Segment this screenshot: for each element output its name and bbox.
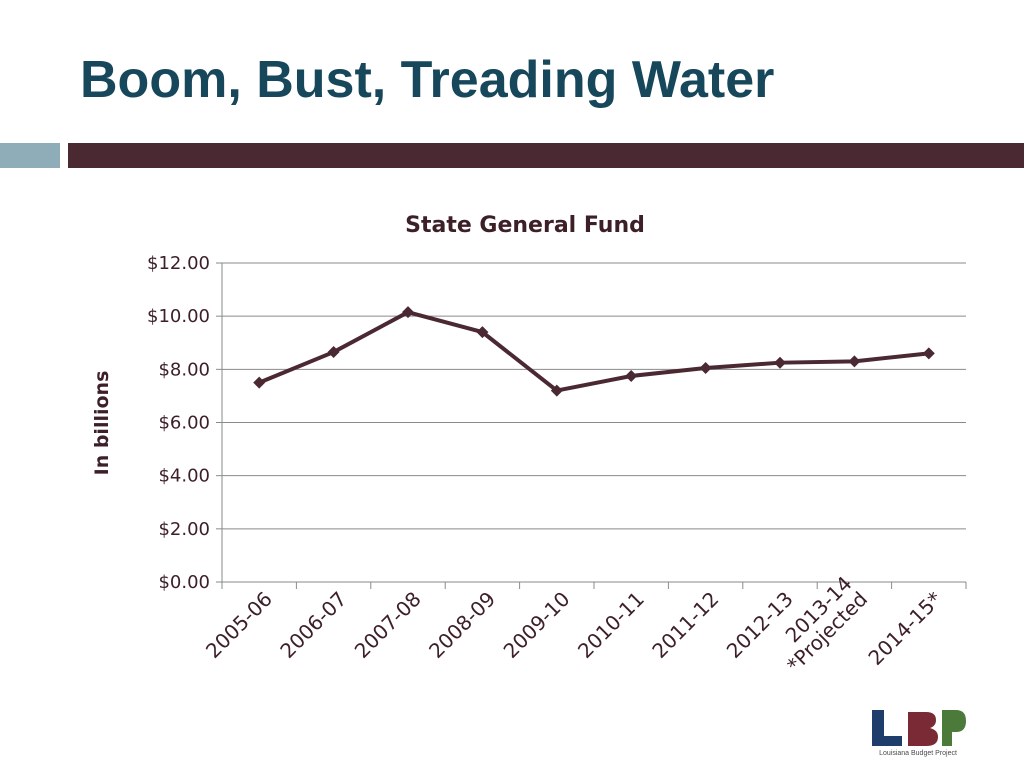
data-point [253,376,266,389]
x-tick-label: 2007-08 [350,587,426,663]
y-tick-label: $6.00 [158,413,210,434]
axes [221,263,967,589]
data-point [402,306,414,319]
lbp-logo: Louisiana Budget Project [868,706,968,760]
x-tick-label: 2006-07 [275,587,351,663]
x-tick-label-group: 2005-06 [201,587,277,663]
x-tick-labels: 2005-062006-072007-082008-092009-102010-… [201,571,947,677]
title-rule-accent [0,143,60,168]
data-point [476,326,489,339]
x-tick-label-group: 2008-09 [424,587,500,663]
y-axis-label: In billions [91,371,113,476]
louisiana-budget-project-logo-icon [872,710,966,746]
x-tick-label: 2010-11 [573,587,649,663]
data-point [699,362,712,375]
gridlines [216,262,966,583]
series-layer [253,306,935,397]
y-tick-label: $12.00 [147,253,210,274]
x-tick-label-group: 2006-07 [275,587,351,663]
data-point [327,346,340,359]
y-tick-label: $8.00 [158,359,210,380]
data-point [774,356,786,369]
x-tick-label-group: 2011-12 [647,587,723,663]
x-tick-label: 2011-12 [647,587,723,663]
chart-title: State General Fund [405,213,645,238]
slide-title: Boom, Bust, Treading Water [80,51,775,109]
x-tick-label: 2014-15* [863,587,946,670]
x-tick-label-group: 2009-10 [499,587,575,663]
x-tick-label-group: 2013-14*Projected [781,571,873,677]
series-line [258,310,930,393]
y-tick-labels: $0.00 $2.00 $4.00 $6.00 $8.00 $10.00 $12.00 [147,253,210,593]
y-tick-label: $0.00 [158,572,210,593]
x-tick-label-group: 2010-11 [573,587,649,663]
y-tick-label: $4.00 [158,466,210,487]
logo-caption: Louisiana Budget Project [879,750,957,757]
x-tick-label-group: 2014-15* [863,587,946,670]
x-tick-label: 2008-09 [424,587,500,663]
y-tick-label: $2.00 [158,519,210,540]
title-rule-bar [68,143,1024,168]
data-point [625,369,638,382]
data-point [922,347,935,360]
y-tick-label: $10.00 [147,306,210,327]
data-point [550,384,563,397]
x-tick-label: 2009-10 [499,587,575,663]
data-point [848,355,861,368]
x-tick-label-group: 2007-08 [350,587,426,663]
x-tick-label: 2005-06 [201,587,277,663]
